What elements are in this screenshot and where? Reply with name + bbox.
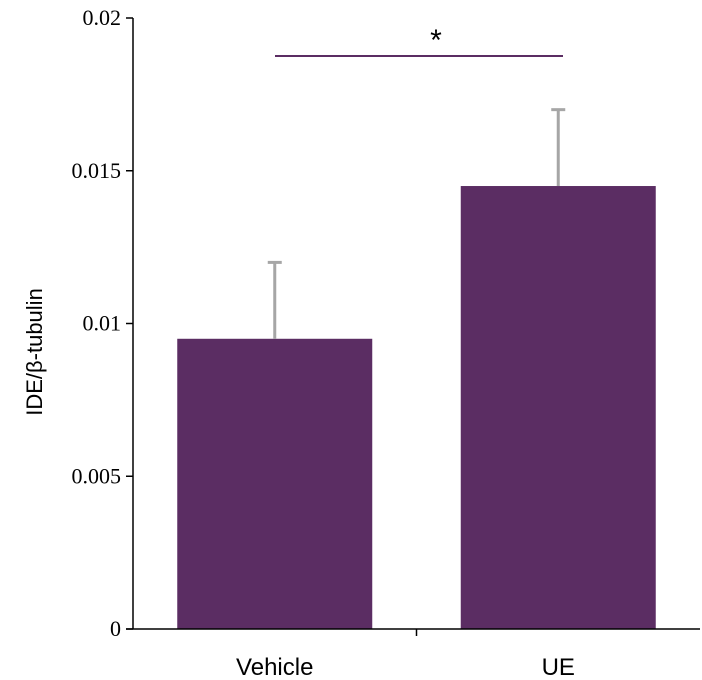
significance-asterisk: *: [430, 24, 442, 57]
y-tick-label: 0: [110, 616, 121, 641]
axes: [126, 18, 700, 636]
y-tick-label: 0.01: [83, 311, 122, 336]
bar-vehicle: [177, 338, 373, 629]
y-axis-ticks: 0 0.005 0.01 0.015 0.02: [72, 5, 133, 641]
x-category-label: UE: [542, 654, 575, 680]
y-tick-label: 0.005: [72, 463, 122, 488]
y-axis-title: IDE/β-tubulin: [22, 288, 47, 416]
bar-ue: [460, 186, 656, 629]
bars: [177, 186, 656, 629]
significance-annotation: *: [275, 24, 563, 57]
error-bars: [267, 108, 566, 339]
y-tick-label: 0.02: [83, 5, 122, 30]
x-axis-categories: Vehicle UE: [236, 654, 575, 680]
y-tick-label: 0.015: [72, 158, 122, 183]
x-category-label: Vehicle: [236, 654, 313, 680]
